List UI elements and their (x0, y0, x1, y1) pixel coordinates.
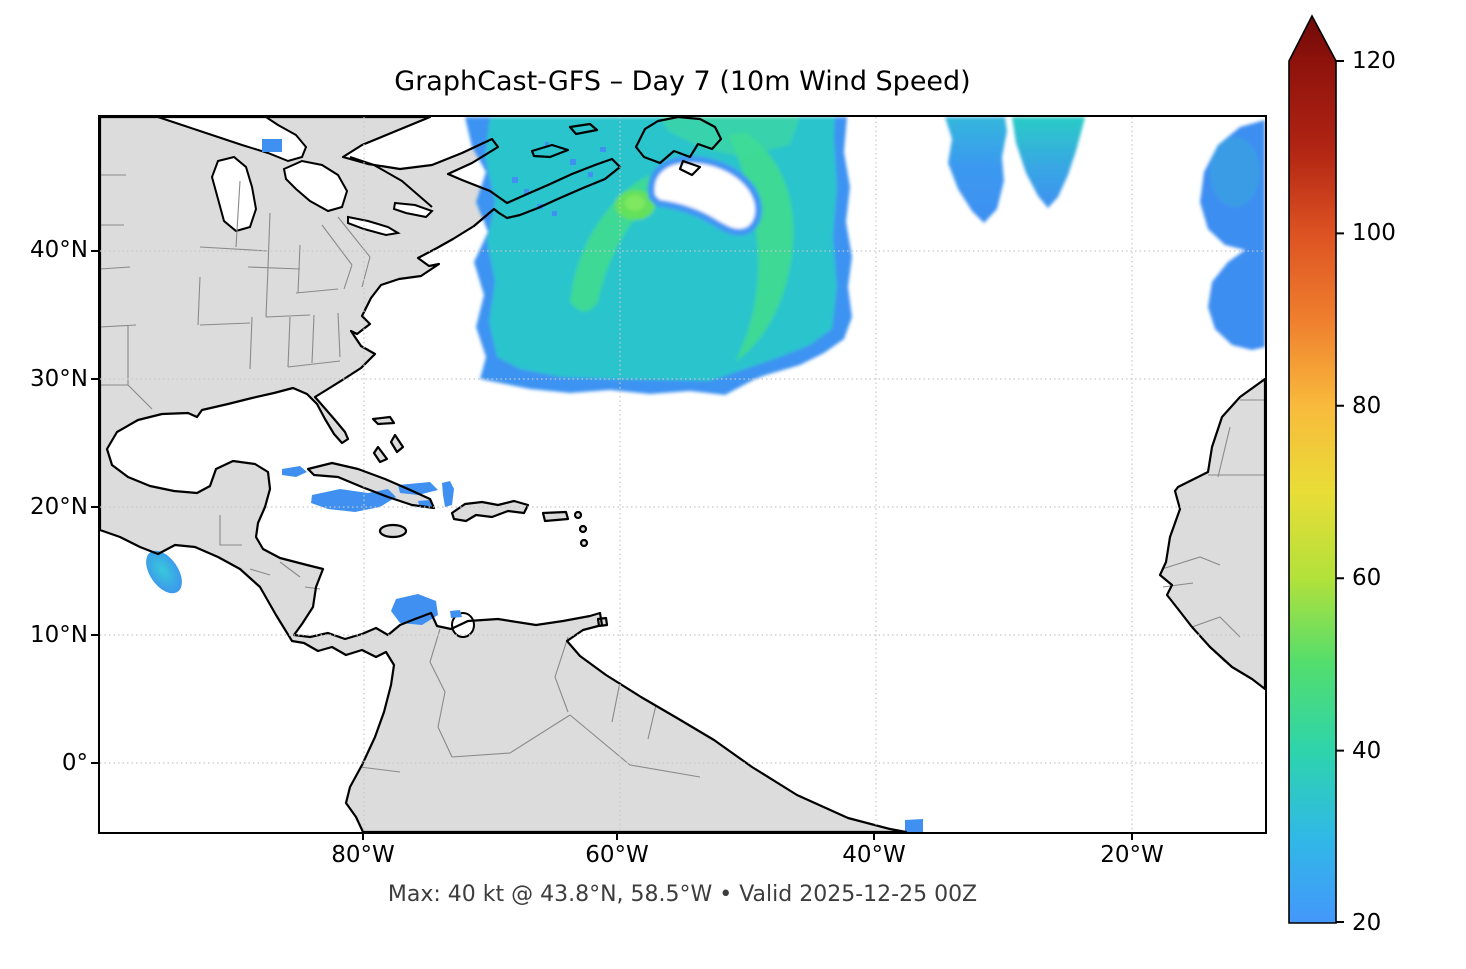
green-band-west (570, 170, 685, 312)
wind-speed-field (465, 117, 1265, 395)
y-tick-0: 0° (61, 750, 88, 776)
state-country-borders (100, 174, 1265, 778)
y-tickmark (91, 250, 98, 252)
colorbar-tickmarks (1336, 60, 1344, 923)
green-patch-top (660, 117, 800, 157)
y-tick-10n: 10°N (30, 622, 88, 648)
calm-eye-hole (647, 156, 762, 236)
y-tickmark (91, 762, 98, 764)
colorbar-gradient-bar (1288, 14, 1337, 924)
tehuantepec-gap-wind (146, 550, 182, 594)
page-title: GraphCast-GFS – Day 7 (10m Wind Speed) (394, 66, 971, 97)
cb-tick-100: 100 (1352, 220, 1396, 246)
y-tick-20n: 20°N (30, 494, 88, 520)
y-tickmark (91, 506, 98, 508)
cb-tick-20: 20 (1352, 910, 1382, 936)
small-wind-patches (146, 139, 923, 832)
east-atlantic-blob-cyan (1210, 137, 1260, 207)
x-tickmark (362, 833, 364, 840)
green-band-east (728, 132, 794, 362)
atlantic-wedge-2 (1012, 117, 1085, 208)
x-tick-20w: 20°W (1100, 842, 1164, 868)
max-wind-core-bright (625, 195, 645, 211)
y-tick-40n: 40°N (30, 237, 88, 263)
y-tickmark (91, 378, 98, 380)
y-tickmark (91, 634, 98, 636)
map-plot-area (98, 115, 1267, 834)
cb-tick-40: 40 (1352, 738, 1382, 764)
cb-tick-80: 80 (1352, 393, 1382, 419)
x-tickmark (1131, 833, 1133, 840)
max-valid-caption: Max: 40 kt @ 43.8°N, 58.5°W • Valid 2025… (387, 882, 978, 907)
x-tick-80w: 80°W (331, 842, 395, 868)
x-tick-60w: 60°W (585, 842, 649, 868)
cb-tick-120: 120 (1352, 48, 1396, 74)
atlantic-basin-map (100, 117, 1265, 832)
colorbar (1288, 14, 1344, 924)
atlantic-wedge-1 (945, 117, 1007, 223)
cb-tick-60: 60 (1352, 565, 1382, 591)
y-tick-30n: 30°N (30, 366, 88, 392)
coastlines (100, 117, 1265, 832)
x-tickmark (873, 833, 875, 840)
x-tickmark (616, 833, 618, 840)
x-tick-40w: 40°W (842, 842, 906, 868)
